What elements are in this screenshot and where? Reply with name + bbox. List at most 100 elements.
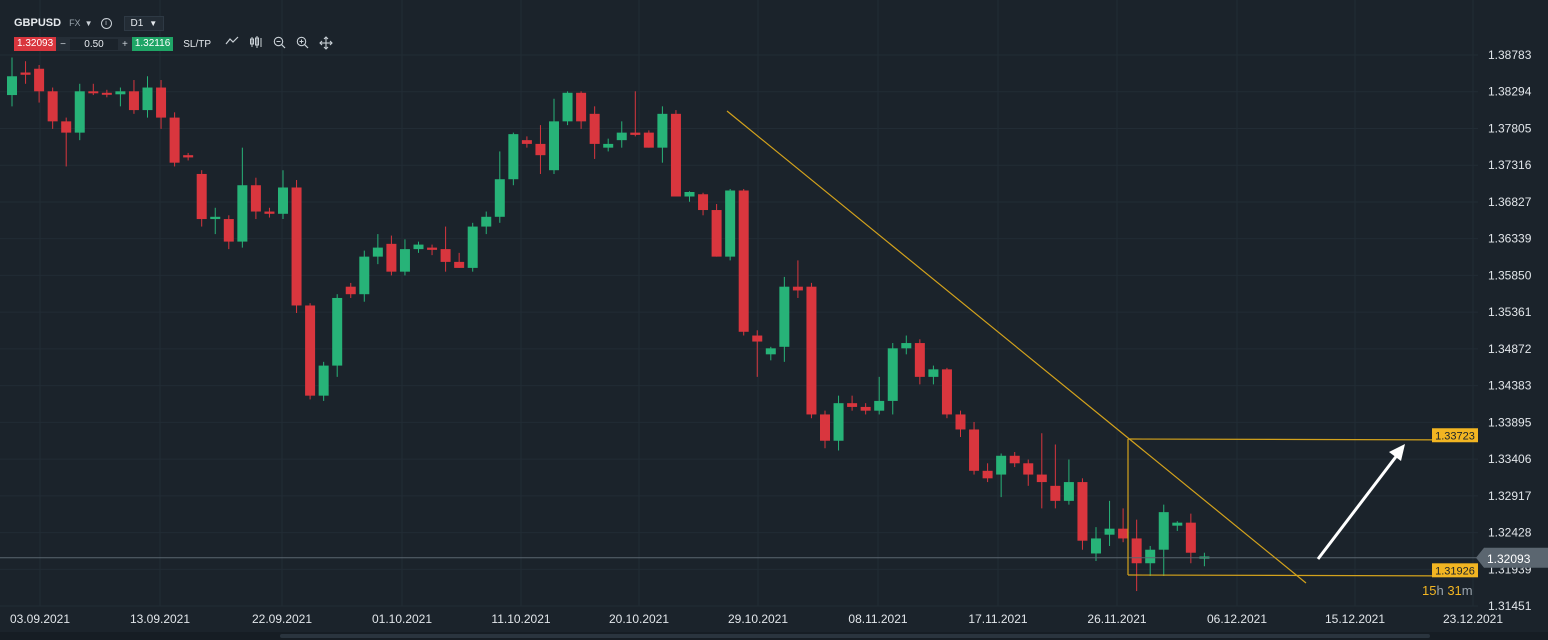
symbol-dropdown-icon[interactable]: ▼ [84,18,93,28]
decrease-quantity-button[interactable]: − [60,38,66,50]
symbol-label[interactable]: GBPUSD [14,17,62,29]
candle [305,303,316,400]
zoom-in-icon[interactable] [296,36,309,53]
candle-body [765,348,776,355]
candle-body [1131,538,1142,564]
candle [752,330,763,377]
candle-body [156,87,167,118]
candle-body [250,185,261,212]
drawings [0,110,1479,584]
candle-body [1023,463,1034,475]
chevron-down-icon: ▼ [149,18,158,28]
candle [616,121,627,148]
candle-body [616,132,627,141]
candle [345,282,356,298]
candle-body [508,134,519,180]
price-tick-label: 1.34872 [1488,342,1532,356]
candle [427,244,438,256]
arrow-head-icon [1389,444,1405,461]
candle [318,361,329,401]
downtrend-line [726,110,1307,584]
candle [1050,444,1061,509]
projection-arrow [1316,453,1400,560]
price-tick-label: 1.34383 [1488,379,1532,393]
candle [88,83,99,96]
candle [589,106,600,159]
candle [711,204,722,257]
chart-tools [225,35,333,53]
price-tick-label: 1.37316 [1488,158,1532,172]
candle [34,64,45,103]
sell-button[interactable]: 1.32093 [14,37,57,51]
timeframe-select[interactable]: D1 ▼ [123,15,165,31]
price-tick-label: 1.37805 [1488,121,1532,135]
candle [1118,508,1129,543]
candle [1063,459,1074,505]
line-chart-icon[interactable] [225,36,239,53]
candle-body [589,113,600,144]
candle-body [61,121,72,133]
candle-body [901,343,912,349]
candle-body [698,194,709,211]
candle-body [34,68,45,92]
candle-body [1036,474,1047,483]
candle [779,276,790,362]
price-labels: 1.33723 1.31926 1.32093 15h 31m [1422,428,1548,598]
candle-body [1077,482,1088,541]
candle [1077,478,1088,550]
candle [196,170,207,227]
support-line [1127,574,1479,577]
exchange-label: FX [69,18,81,28]
increase-quantity-button[interactable]: + [122,38,128,50]
candle [914,339,925,385]
price-tick-label: 1.38783 [1488,48,1532,62]
candle [494,151,505,223]
trade-bar: 1.32093 − 0.50 + 1.32116 SL/TP [14,35,333,53]
candle-body [1009,455,1020,464]
candle-body [887,348,898,401]
candle [467,222,478,272]
candle [47,87,58,129]
candle-body [399,249,410,272]
candle-body [210,216,221,220]
candle [359,250,370,302]
info-icon[interactable]: i [100,17,112,29]
candle-body [332,297,343,366]
candle [833,395,844,451]
resistance-line [1127,438,1479,441]
crosshair-icon[interactable] [319,35,333,53]
buy-button[interactable]: 1.32116 [131,37,174,51]
candle-body [413,244,424,250]
candle [156,80,167,129]
candle-body [264,211,275,214]
candle-body [792,286,803,291]
candle-body [196,173,207,220]
quantity-stepper[interactable]: − 0.50 + [56,37,132,51]
price-axis[interactable]: 1.38783 1.38294 1.37805 1.37316 1.36827 1.363… [1488,48,1532,613]
quantity-input[interactable]: 0.50 [70,38,118,50]
candle [1172,521,1183,531]
candle [1199,552,1210,567]
zoom-out-icon[interactable] [273,36,286,53]
price-tick-label: 1.33895 [1488,415,1532,429]
candle-body [481,216,492,227]
indicators-icon[interactable] [249,35,263,53]
candle-body [562,92,573,122]
candle [996,453,1007,498]
candle-body [1172,522,1183,526]
candle-body [183,155,194,158]
candle-body [847,403,858,407]
candle-body [996,455,1007,475]
sltp-button[interactable]: SL/TP [183,38,212,50]
candle [264,207,275,218]
candle [901,335,912,355]
candle-body [657,113,668,148]
price-tick-label: 1.36339 [1488,232,1532,246]
time-axis[interactable]: 03.09.2021 13.09.2021 22.09.2021 01.10.2021… [0,612,1548,640]
candle-body [1091,538,1101,554]
candle-body [711,210,722,257]
candle-body [670,113,681,197]
candle [969,421,980,475]
level-price-text: 1.31926 [1435,565,1475,577]
